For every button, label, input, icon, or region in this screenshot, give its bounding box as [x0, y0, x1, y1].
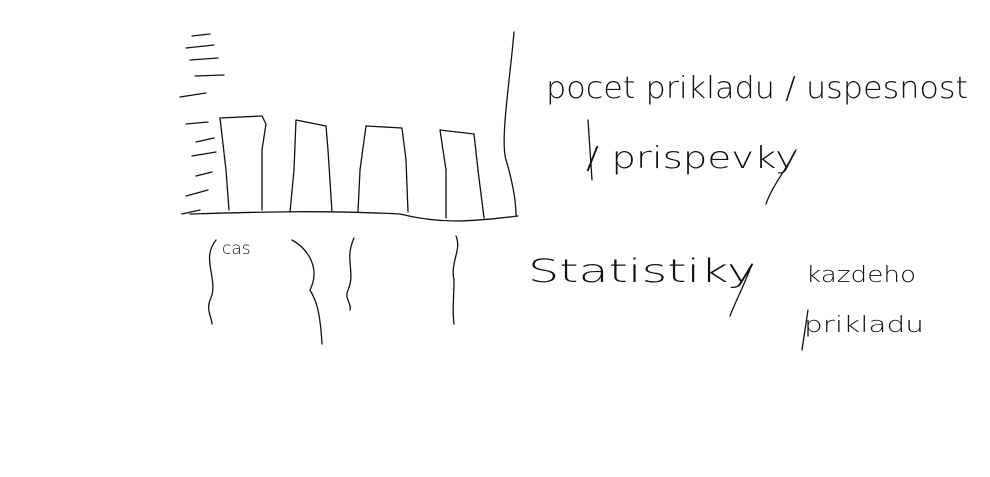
bar — [357, 125, 409, 213]
squiggles — [207, 119, 809, 351]
note-text: pocet prikladu / uspesnost — [546, 71, 968, 106]
bars — [219, 115, 485, 219]
note-text: / prispevky — [586, 141, 798, 176]
x-axis-label: cas — [222, 239, 251, 259]
bar — [219, 115, 267, 211]
y-axis-hatches — [179, 33, 225, 215]
right-edge — [503, 31, 517, 217]
bar — [289, 119, 333, 213]
bar — [439, 129, 485, 219]
note-text: prikladu — [804, 313, 924, 338]
note-text: kazdeho — [806, 263, 916, 288]
note-title: Statistiky — [528, 252, 756, 290]
x-axis — [189, 211, 519, 222]
